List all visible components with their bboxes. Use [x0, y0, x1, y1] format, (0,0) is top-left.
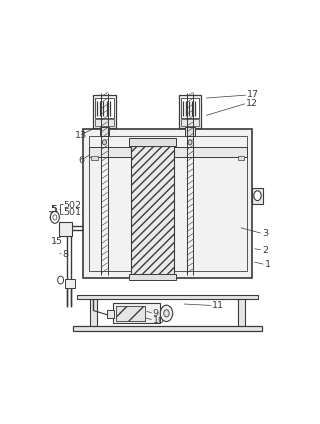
Bar	[100, 127, 109, 136]
Bar	[113, 303, 160, 324]
Bar	[252, 188, 263, 204]
Bar	[179, 95, 201, 128]
Text: 1: 1	[264, 260, 270, 269]
Text: 5: 5	[51, 205, 56, 214]
Bar	[129, 138, 176, 145]
Bar	[238, 156, 244, 160]
Text: 10: 10	[153, 316, 165, 325]
Circle shape	[53, 215, 57, 220]
Text: 15: 15	[51, 237, 63, 246]
Text: 17: 17	[247, 90, 259, 100]
Text: 13: 13	[75, 131, 87, 140]
Bar	[181, 119, 199, 126]
Bar	[95, 98, 114, 118]
Text: 6: 6	[78, 156, 84, 165]
Bar	[77, 295, 258, 299]
Bar	[95, 119, 114, 126]
Bar	[116, 306, 145, 321]
Text: 3: 3	[262, 229, 268, 238]
Bar	[89, 147, 247, 157]
Text: 14: 14	[47, 211, 60, 220]
Bar	[107, 310, 114, 318]
Bar	[93, 95, 116, 128]
Circle shape	[58, 276, 64, 284]
Text: 12: 12	[246, 99, 258, 108]
Text: 502: 502	[64, 201, 82, 210]
Bar	[59, 222, 72, 236]
Bar	[65, 279, 75, 287]
Text: 7: 7	[65, 224, 71, 233]
Circle shape	[188, 139, 192, 145]
Bar	[84, 129, 252, 278]
Circle shape	[51, 212, 59, 223]
Circle shape	[254, 191, 261, 201]
Text: 8: 8	[62, 251, 68, 259]
Circle shape	[164, 310, 169, 317]
Text: 501: 501	[64, 208, 82, 217]
Bar	[129, 274, 176, 280]
Bar	[91, 156, 98, 160]
Bar	[89, 137, 247, 271]
Bar	[74, 326, 262, 331]
Circle shape	[102, 139, 107, 145]
Circle shape	[160, 305, 173, 321]
Bar	[181, 98, 199, 118]
Bar	[131, 145, 174, 274]
Bar	[90, 299, 97, 327]
Text: 5: 5	[51, 205, 57, 214]
Text: 11: 11	[212, 301, 224, 310]
Text: 2: 2	[262, 245, 268, 254]
Bar	[238, 299, 245, 327]
Text: 9: 9	[153, 309, 159, 318]
Bar	[185, 127, 195, 136]
